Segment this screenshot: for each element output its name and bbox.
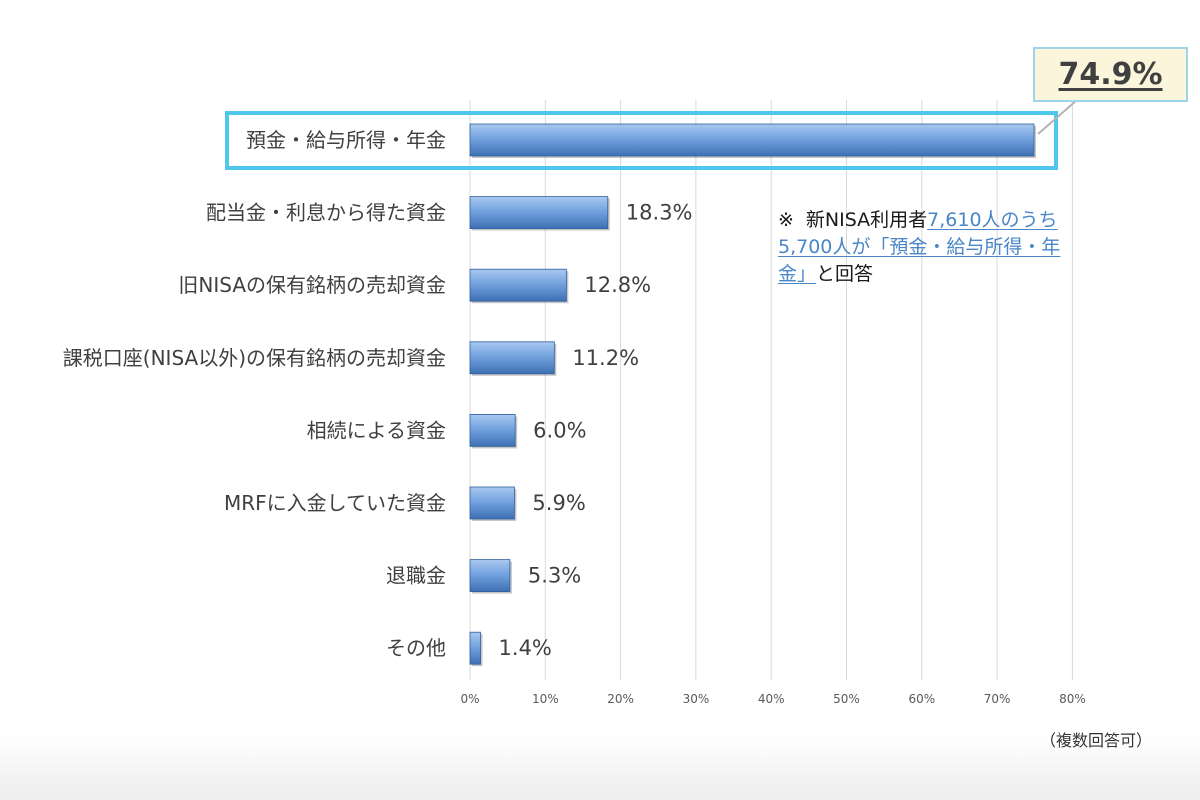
bar — [469, 341, 555, 375]
category-label: 相続による資金 — [307, 418, 446, 442]
note-text-after: と回答 — [816, 263, 874, 285]
highlight-layer — [225, 99, 1078, 170]
x-tick-label: 60% — [908, 692, 935, 706]
x-tick-label: 70% — [984, 692, 1011, 706]
category-labels: 預金・給与所得・年金配当金・利息から得た資金旧NISAの保有銘柄の売却資金課税口… — [63, 128, 446, 660]
x-tick-label: 10% — [532, 692, 559, 706]
gridlines — [469, 100, 1073, 680]
callout-connector — [1037, 99, 1078, 135]
x-tick-label: 40% — [758, 692, 785, 706]
value-labels: 18.3% 12.8% 11.2% 6.0% 5.9% 5.3% 1.4% — [499, 201, 693, 661]
annotation-note: ※ 新NISA利用者7,610人のうち5,700人が「預金・給与所得・年金」と回答 — [778, 207, 1068, 288]
category-label: その他 — [386, 636, 446, 660]
category-label: 旧NISAの保有銘柄の売却資金 — [178, 273, 446, 297]
bars — [469, 123, 1036, 667]
bar — [469, 486, 515, 520]
category-label: 課税口座(NISA以外)の保有銘柄の売却資金 — [63, 346, 446, 370]
note-text-highlight: 7,610人のうち5,700人が「預金・給与所得・年金」 — [778, 209, 1061, 285]
bar — [469, 123, 1035, 157]
bar — [469, 631, 481, 665]
note-text-before: 新NISA利用者 — [805, 209, 928, 231]
bottom-background — [0, 735, 1200, 800]
category-label: 配当金・利息から得た資金 — [206, 201, 446, 225]
category-label: 退職金 — [386, 564, 446, 588]
value-label: 12.8% — [584, 273, 651, 297]
highlight-callout: 74.9% — [1033, 47, 1188, 102]
value-label: 6.0% — [533, 418, 586, 442]
value-label: 18.3% — [626, 201, 693, 225]
x-tick-label: 80% — [1059, 692, 1086, 706]
bar — [469, 413, 516, 447]
value-label: 5.9% — [532, 491, 585, 515]
category-label: 預金・給与所得・年金 — [246, 128, 446, 152]
value-label: 11.2% — [572, 346, 639, 370]
x-tick-label: 20% — [607, 692, 634, 706]
callout-value: 74.9% — [1058, 57, 1163, 92]
x-tick-label: 0% — [460, 692, 479, 706]
note-mark: ※ — [778, 209, 794, 231]
highlight-frame — [225, 111, 1058, 170]
x-axis-ticks: 0% 10% 20% 30% 40% 50% 60% 70% 80% — [460, 692, 1085, 706]
footnote-multiple-answers: （複数回答可） — [1040, 731, 1153, 750]
x-tick-label: 50% — [833, 692, 860, 706]
category-label: MRFに入金していた資金 — [224, 491, 446, 515]
value-label: 5.3% — [528, 564, 581, 588]
value-label: 1.4% — [499, 636, 552, 660]
x-tick-label: 30% — [683, 692, 710, 706]
bar — [469, 196, 609, 230]
bar — [469, 559, 511, 592]
bar — [469, 268, 567, 302]
